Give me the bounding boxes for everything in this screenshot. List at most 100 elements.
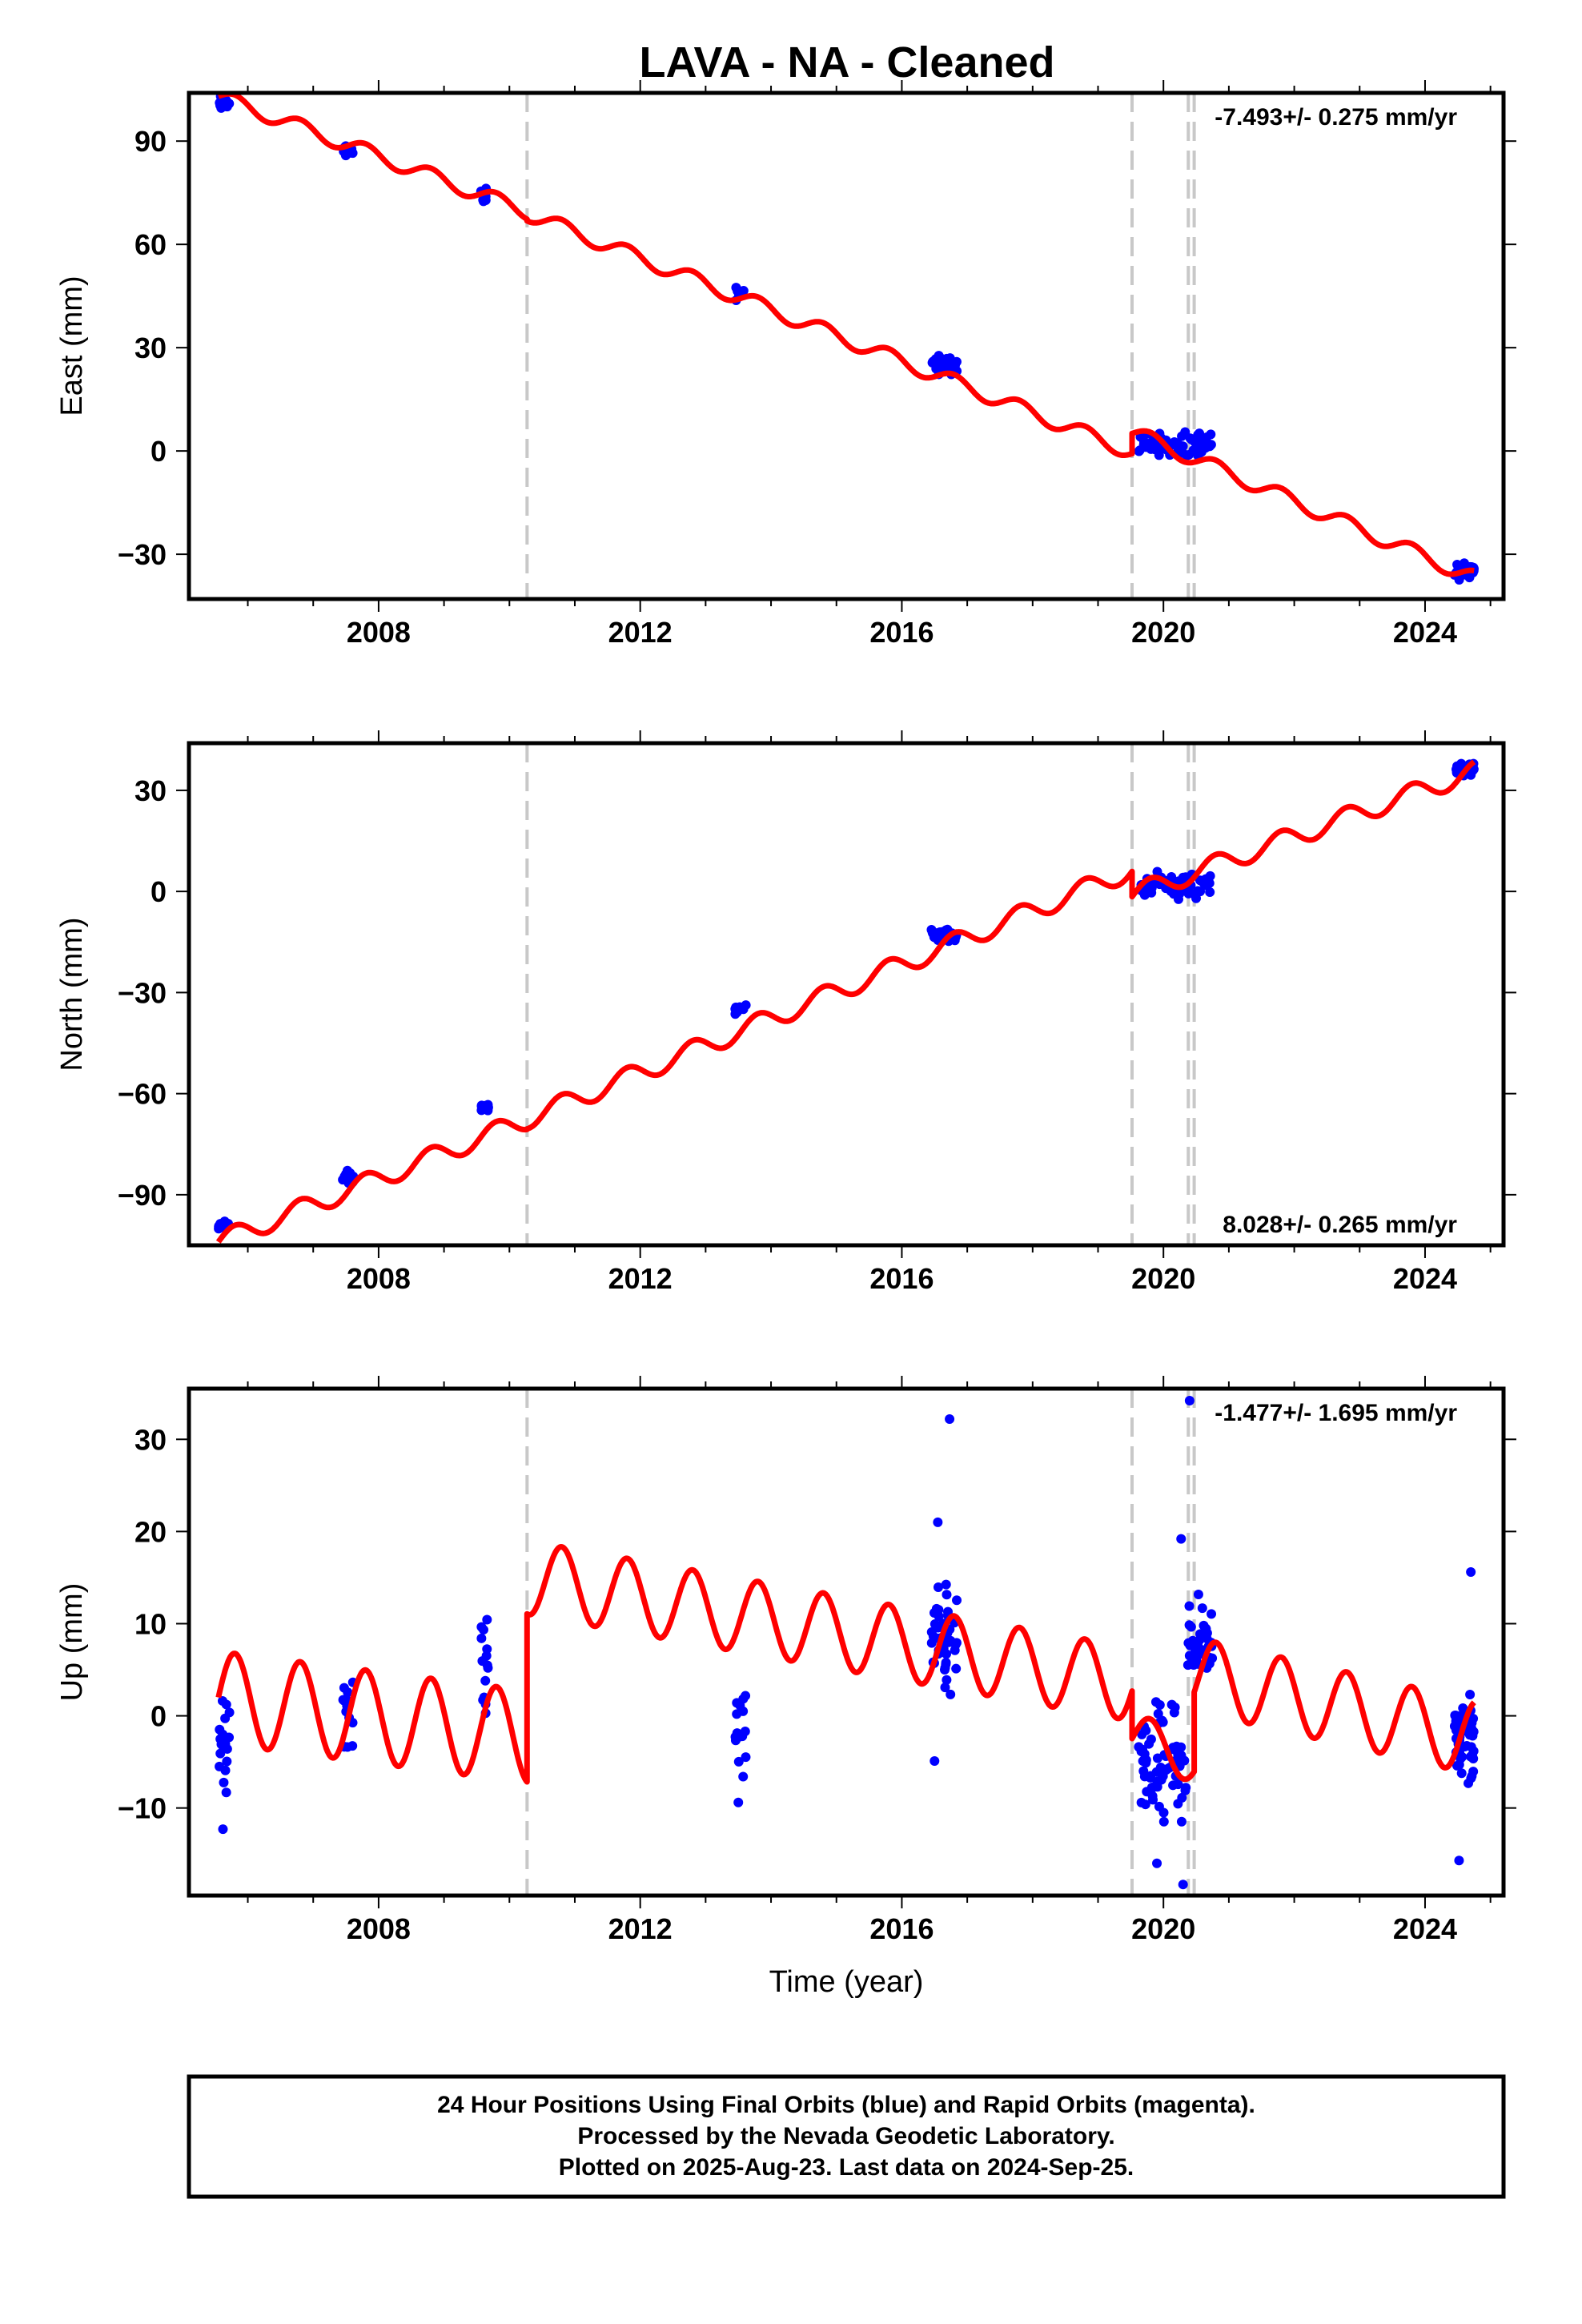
data-point — [1192, 444, 1203, 454]
data-point — [1207, 1653, 1218, 1663]
data-point — [1191, 893, 1202, 903]
data-point — [1158, 1717, 1168, 1727]
y-tick-label: −90 — [118, 1179, 167, 1212]
data-point — [1181, 1783, 1191, 1793]
data-point — [1185, 433, 1195, 444]
data-point — [338, 1695, 348, 1705]
plot-frame — [187, 741, 1506, 1248]
data-point — [1186, 1622, 1196, 1632]
data-point — [1150, 444, 1160, 455]
footer-frame — [187, 2074, 1506, 2199]
plot-frame — [187, 90, 1506, 601]
data-point — [218, 1729, 228, 1739]
footer-line-3: Plotted on 2025-Aug-23. Last data on 202… — [559, 2154, 1134, 2181]
x-tick-label: 2020 — [1131, 1912, 1195, 1945]
data-point — [946, 1689, 956, 1699]
data-point — [1140, 1799, 1150, 1810]
y-tick-label: 0 — [151, 875, 167, 908]
data-point — [1207, 1609, 1217, 1619]
data-point — [1462, 1741, 1472, 1751]
data-point — [224, 1707, 235, 1718]
panel-north: 2008 2012 2016 2020 2024 −90 −60 −30 0 30 North (m… — [55, 730, 1516, 1295]
x-tick-label: 2012 — [608, 1262, 673, 1295]
footer-box: 24 Hour Positions Using Final Orbits (bl… — [187, 2074, 1506, 2199]
data-point — [1134, 1742, 1144, 1752]
data-point — [738, 1771, 749, 1782]
data-point — [1173, 1799, 1183, 1809]
data-point — [730, 1731, 741, 1742]
data-point — [934, 362, 945, 372]
panel-east: 2008 2012 2016 2020 2024 −30 0 30 60 90 East (mm) -… — [55, 80, 1516, 649]
data-point — [482, 1614, 492, 1625]
data-point — [1195, 875, 1205, 886]
data-point — [1178, 1880, 1188, 1890]
data-point — [741, 1691, 751, 1701]
data-point — [942, 1675, 952, 1685]
data-point — [476, 1622, 487, 1632]
y-tick-label: −60 — [118, 1078, 167, 1111]
velocity-rate-label: -7.493+/- 0.275 mm/yr — [1215, 104, 1457, 131]
model-fit-line — [215, 759, 1476, 1244]
data-point — [737, 1706, 748, 1716]
data-point — [1166, 872, 1177, 883]
data-point — [1176, 1816, 1186, 1827]
data-point — [945, 1413, 955, 1424]
y-tick-label: 0 — [151, 435, 167, 468]
data-point — [219, 1777, 229, 1787]
data-point — [1466, 1773, 1476, 1783]
data-point — [1199, 436, 1210, 447]
data-point — [951, 356, 962, 367]
y-tick-label: 60 — [135, 228, 167, 261]
data-point — [741, 1000, 751, 1011]
data-point — [940, 356, 950, 366]
data-point — [1152, 1776, 1162, 1787]
data-point — [1146, 887, 1157, 898]
panels-group: 2008 2012 2016 2020 2024 −30 0 30 60 90 East (mm) -… — [55, 80, 1516, 1999]
data-point — [1467, 1750, 1477, 1760]
y-tick-label: −10 — [118, 1792, 167, 1825]
velocity-rate-label: -1.477+/- 1.695 mm/yr — [1215, 1400, 1457, 1426]
data-point — [1456, 1768, 1467, 1779]
y-tick-label: 30 — [135, 1423, 167, 1456]
y-tick-label: 90 — [135, 125, 167, 158]
x-axis-label: Time (year) — [769, 1965, 924, 1999]
y-tick-label: 30 — [135, 774, 167, 807]
data-point — [1202, 1634, 1212, 1644]
data-point — [940, 1665, 950, 1675]
data-point — [941, 1579, 951, 1590]
data-point — [1158, 1807, 1169, 1818]
data-point — [476, 1633, 487, 1643]
data-point — [1197, 1603, 1207, 1614]
data-point — [951, 1663, 962, 1674]
y-tick-label: −30 — [118, 976, 167, 1009]
data-point — [218, 1824, 228, 1835]
data-point — [942, 1590, 952, 1600]
data-point — [1451, 1725, 1461, 1735]
data-point — [1166, 1699, 1177, 1710]
x-tick-label: 2020 — [1131, 1262, 1195, 1295]
data-point — [1465, 1689, 1476, 1699]
data-point — [1199, 1620, 1209, 1630]
data-point — [930, 1619, 940, 1630]
data-point — [1137, 1729, 1147, 1739]
data-point — [1456, 758, 1467, 769]
data-point — [1152, 1753, 1162, 1763]
data-point — [1193, 429, 1203, 440]
x-tick-label: 2008 — [347, 616, 411, 649]
data-point — [934, 927, 945, 937]
plot-frame — [187, 1386, 1506, 1898]
x-tick-label: 2024 — [1393, 1912, 1457, 1945]
data-point — [480, 1675, 491, 1686]
plot-area — [214, 743, 1479, 1245]
figure-title: LAVA - NA - Cleaned — [639, 38, 1054, 86]
y-tick-label: 0 — [151, 1700, 167, 1733]
data-point — [221, 1787, 231, 1798]
data-point — [216, 103, 227, 113]
data-point — [928, 356, 938, 367]
data-point — [217, 1695, 227, 1706]
data-point — [1184, 1601, 1195, 1611]
data-point — [950, 1645, 960, 1655]
data-point — [1193, 1642, 1203, 1652]
y-tick-label: 30 — [135, 332, 167, 364]
data-point — [952, 1595, 962, 1606]
